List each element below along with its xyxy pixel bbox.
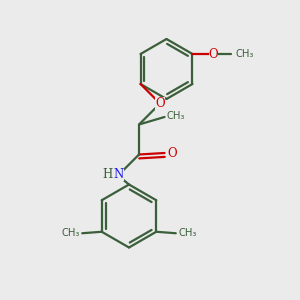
Text: CH₃: CH₃ (167, 110, 185, 121)
Text: CH₃: CH₃ (61, 228, 80, 238)
Text: O: O (167, 146, 177, 160)
Text: O: O (209, 47, 218, 61)
Text: CH₃: CH₃ (235, 49, 254, 59)
Text: O: O (155, 97, 165, 110)
Text: N: N (113, 168, 124, 182)
Text: H: H (102, 168, 112, 182)
Text: CH₃: CH₃ (178, 228, 196, 238)
